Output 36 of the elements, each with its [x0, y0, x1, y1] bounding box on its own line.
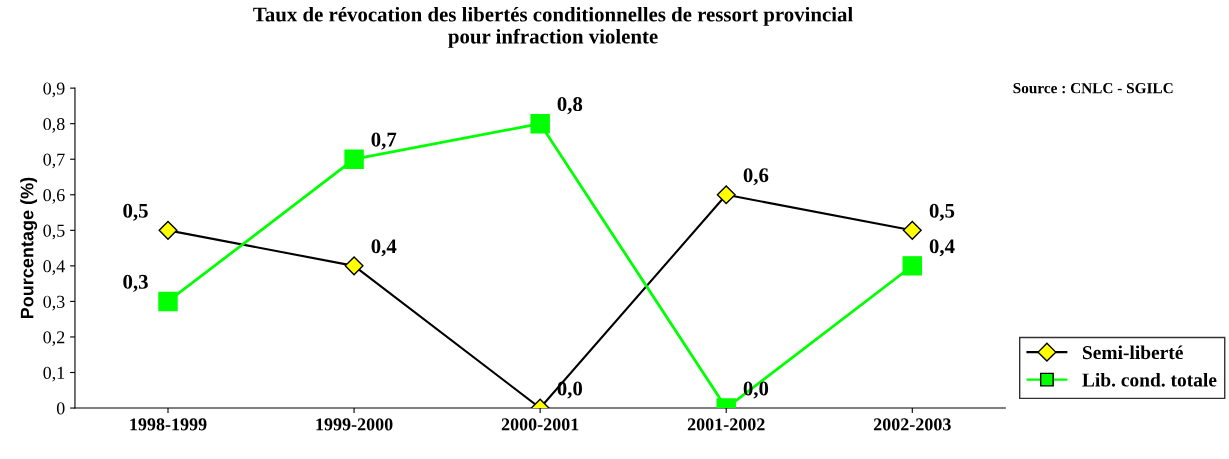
y-tick-label: 0,2	[43, 331, 65, 346]
legend-label: Lib. cond. totale	[1082, 372, 1217, 387]
y-tick-label: 0,7	[43, 153, 65, 169]
data-label: 0,0	[557, 381, 583, 399]
data-label: 0,8	[557, 97, 583, 115]
y-tick-label: 0,3	[43, 295, 65, 311]
x-tick-label: 1998-1999	[130, 418, 207, 431]
x-tick-label: 2001-2002	[687, 418, 765, 431]
x-tick-label: 2002-2003	[873, 418, 951, 431]
point	[158, 291, 178, 312]
y-tick-label: 0,9	[43, 82, 65, 98]
point	[716, 185, 736, 205]
x-tick-label: 1999-2000	[316, 418, 393, 431]
point	[344, 149, 364, 169]
x-tick-label: 2000-2001	[501, 418, 579, 431]
y-tick-label: 0,4	[43, 260, 65, 275]
data-label: 0,5	[929, 203, 955, 221]
point	[158, 220, 178, 240]
data-label: 0,4	[371, 239, 397, 257]
data-label: 0,7	[371, 132, 397, 150]
point	[344, 256, 364, 276]
point	[902, 256, 923, 276]
data-label: 0,6	[743, 168, 769, 186]
y-tick-label: 0,1	[43, 366, 65, 382]
data-label: 0,4	[929, 239, 955, 257]
y-tick-label: 0,5	[43, 224, 65, 240]
data-label: 0,5	[123, 203, 148, 221]
y-axis-title: Pourcentage (%)	[20, 177, 38, 319]
legend-label: Semi-liberté	[1082, 345, 1183, 360]
y-tick-label: 0,6	[43, 189, 65, 204]
y-tick-label: 0	[56, 402, 65, 415]
data-label: 0,3	[123, 274, 148, 292]
point	[902, 220, 922, 240]
chart-title: Taux de révocation des libertés conditionnelles de ressort provincial pour infraction violente	[253, 6, 853, 48]
y-tick-label: 0,8	[43, 117, 65, 133]
source-note: Source : CNLC - SGILC	[1013, 83, 1173, 94]
